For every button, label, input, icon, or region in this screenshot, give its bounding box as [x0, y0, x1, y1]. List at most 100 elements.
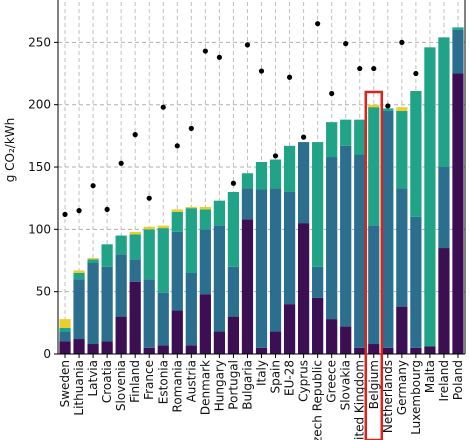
scatter-point-13 [244, 42, 251, 48]
bar-segment-s1-2 [87, 263, 99, 345]
scatter-point-21 [357, 65, 363, 72]
bar-segment-s1-17 [297, 142, 310, 224]
scatter-point-5 [132, 132, 138, 138]
bar-segment-s2-20 [340, 119, 352, 146]
x-tick-label-0: Sweden [58, 360, 72, 407]
stacked-bars [59, 27, 464, 354]
bar-segment-s2-23 [382, 108, 394, 111]
x-tick-label-16: EU-28 [283, 360, 297, 396]
bar-segment-s1-12 [227, 266, 240, 317]
bar-segment-s0-25 [410, 347, 422, 354]
bar-segment-s1-25 [410, 216, 422, 348]
bar-segment-s3-24 [396, 107, 408, 111]
scatter-point-24 [399, 39, 405, 45]
bar-segment-s3-9 [185, 206, 197, 209]
bar-segment-s1-1 [73, 279, 85, 340]
bar-segment-s0-21 [354, 347, 366, 354]
x-tick-label-23: Netherlands [381, 360, 395, 433]
y-axis-ticks: 0 50 100 150 200 250 [28, 35, 58, 361]
bar-segment-s1-27 [438, 167, 450, 249]
bar-segment-s3-8 [171, 209, 183, 212]
bar-segment-s0-10 [199, 294, 211, 354]
scatter-point-17 [301, 134, 307, 140]
bar-segment-s1-14 [255, 189, 268, 348]
bar-segment-s2-2 [87, 259, 99, 264]
x-tick-label-5: Finland [128, 360, 142, 403]
x-tick-label-13: Bulgaria [240, 360, 254, 410]
bar-segment-s1-5 [129, 259, 141, 282]
bar-segment-s0-15 [269, 331, 282, 354]
bar-segment-s1-8 [171, 231, 183, 311]
bar-segment-s0-16 [283, 304, 296, 354]
bar-segment-s2-25 [410, 90, 422, 217]
bar-segment-s0-2 [87, 344, 99, 354]
x-tick-label-28: Poland [451, 360, 465, 400]
bar-segment-s1-19 [326, 157, 338, 320]
bar-segment-s0-23 [382, 347, 394, 354]
bar-segment-s1-13 [241, 188, 254, 220]
bar-segment-s0-17 [297, 223, 310, 354]
x-tick-label-3: Croatia [100, 360, 114, 403]
scatter-point-3 [104, 206, 110, 213]
x-tick-label-20: Slovakia [339, 360, 353, 410]
bar-segment-s1-16 [283, 191, 296, 305]
scatter-point-0 [62, 211, 68, 217]
bar-segment-s0-14 [255, 347, 268, 354]
x-tick-label-6: France [142, 360, 156, 400]
scatter-point-7 [160, 104, 166, 110]
bar-segment-s0-9 [185, 345, 197, 354]
bar-segment-s1-20 [340, 145, 352, 327]
bar-segment-s0-1 [73, 339, 85, 354]
x-tick-label-18: Czech Republic [311, 360, 325, 440]
bar-segment-s2-6 [143, 229, 155, 280]
bar-segment-s1-10 [199, 229, 211, 295]
bar-segment-s2-18 [312, 142, 324, 267]
scatter-point-2 [90, 183, 96, 189]
bar-segment-s2-27 [438, 37, 450, 168]
x-tick-label-1: Lithuania [72, 360, 86, 416]
bar-segment-s1-11 [213, 225, 226, 332]
scatter-point-15 [272, 153, 279, 159]
highlight-box [364, 90, 384, 440]
y-tick-label-1: 50 [36, 285, 51, 299]
bar-segment-s0-19 [326, 319, 338, 354]
scatter-point-4 [118, 160, 124, 166]
bar-segment-s2-0 [59, 327, 71, 332]
bar-segment-s0-6 [143, 347, 155, 354]
x-tick-label-27: Ireland [437, 360, 451, 402]
bar-segment-s3-6 [143, 226, 155, 230]
scatter-point-22 [371, 65, 377, 72]
bar-segment-s1-0 [59, 331, 71, 342]
y-axis-label: g CO₂/kWh [3, 118, 17, 183]
scatter-point-12 [230, 180, 237, 186]
x-tick-label-14: Italy [255, 360, 269, 386]
bar-segment-s1-9 [185, 272, 197, 346]
bar-segment-s0-27 [438, 248, 450, 354]
bar-segment-s1-21 [354, 154, 366, 348]
bar-segment-s2-3 [101, 244, 113, 267]
bar-segment-s0-24 [396, 306, 408, 354]
x-tick-label-24: Germany [395, 360, 409, 415]
bar-segment-s2-21 [354, 119, 366, 155]
bar-segment-s3-0 [59, 319, 71, 328]
x-tick-label-22: Belgium [367, 360, 381, 409]
scatter-point-14 [258, 68, 265, 74]
x-tick-label-11: Hungary [212, 360, 226, 411]
bar-segment-s0-3 [101, 341, 113, 354]
bar-segment-s3-5 [129, 231, 141, 235]
bar-segment-s2-12 [227, 191, 240, 267]
bar-segment-s1-18 [312, 266, 324, 298]
scatter-point-10 [202, 48, 208, 54]
bar-segment-s2-10 [199, 209, 211, 230]
x-tick-label-12: Portugal [226, 360, 240, 410]
scatter-points [62, 21, 419, 217]
bar-segment-s2-15 [269, 159, 282, 189]
bar-segment-s2-13 [241, 173, 254, 189]
scatter-point-23 [385, 103, 391, 109]
x-tick-label-19: Greece [325, 360, 339, 403]
y-tick-label-3: 150 [28, 160, 51, 174]
bar-segment-s2-4 [115, 235, 127, 255]
scatter-point-6 [146, 195, 152, 201]
bar-segment-s1-6 [143, 279, 155, 348]
